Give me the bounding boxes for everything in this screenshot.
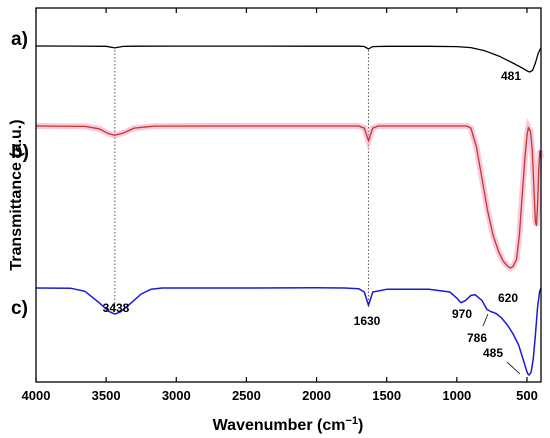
x-tick-label: 500 — [516, 388, 538, 403]
series-line-c — [35, 286, 542, 376]
peak-label-485: 485 — [483, 346, 503, 360]
x-axis-ticks: 4000 3500 3000 2500 2000 1500 1000 500 — [22, 8, 538, 403]
peak-label-620: 620 — [498, 291, 518, 305]
series-label-c: c) — [11, 298, 28, 319]
peak-leader-485 — [506, 361, 521, 375]
y-axis-title: Transmittance (a.u.) — [8, 119, 25, 270]
x-tick-label: 1000 — [442, 388, 471, 403]
x-tick-label: 3500 — [92, 388, 121, 403]
series-label-a: a) — [11, 29, 28, 50]
series-line-b — [35, 125, 542, 269]
peak-label-970: 970 — [452, 307, 472, 321]
x-tick-label: 1500 — [372, 388, 401, 403]
x-axis-title-main: Wavenumber (cm — [213, 417, 346, 434]
x-tick-label: 2000 — [302, 388, 331, 403]
series-label-b: b) — [11, 142, 29, 163]
series-b-fit-band — [35, 117, 544, 272]
series-layer — [35, 45, 544, 376]
peak-leader-786 — [482, 313, 489, 327]
guide-lines — [114, 50, 369, 308]
x-axis-title-sup: −1 — [345, 415, 358, 427]
peak-label-786: 786 — [467, 331, 487, 345]
x-tick-label: 3000 — [162, 388, 191, 403]
x-tick-label: 2500 — [232, 388, 261, 403]
peak-label-1630: 1630 — [354, 314, 381, 328]
x-axis-title: Wavenumber (cm−1) — [213, 415, 364, 434]
x-tick-label: 4000 — [22, 388, 51, 403]
peak-label-481: 481 — [501, 69, 521, 83]
plot-frame — [35, 7, 542, 383]
x-axis-title-tail: ) — [358, 417, 363, 434]
peak-label-3438: 3438 — [103, 301, 130, 315]
series-line-a — [35, 45, 542, 73]
